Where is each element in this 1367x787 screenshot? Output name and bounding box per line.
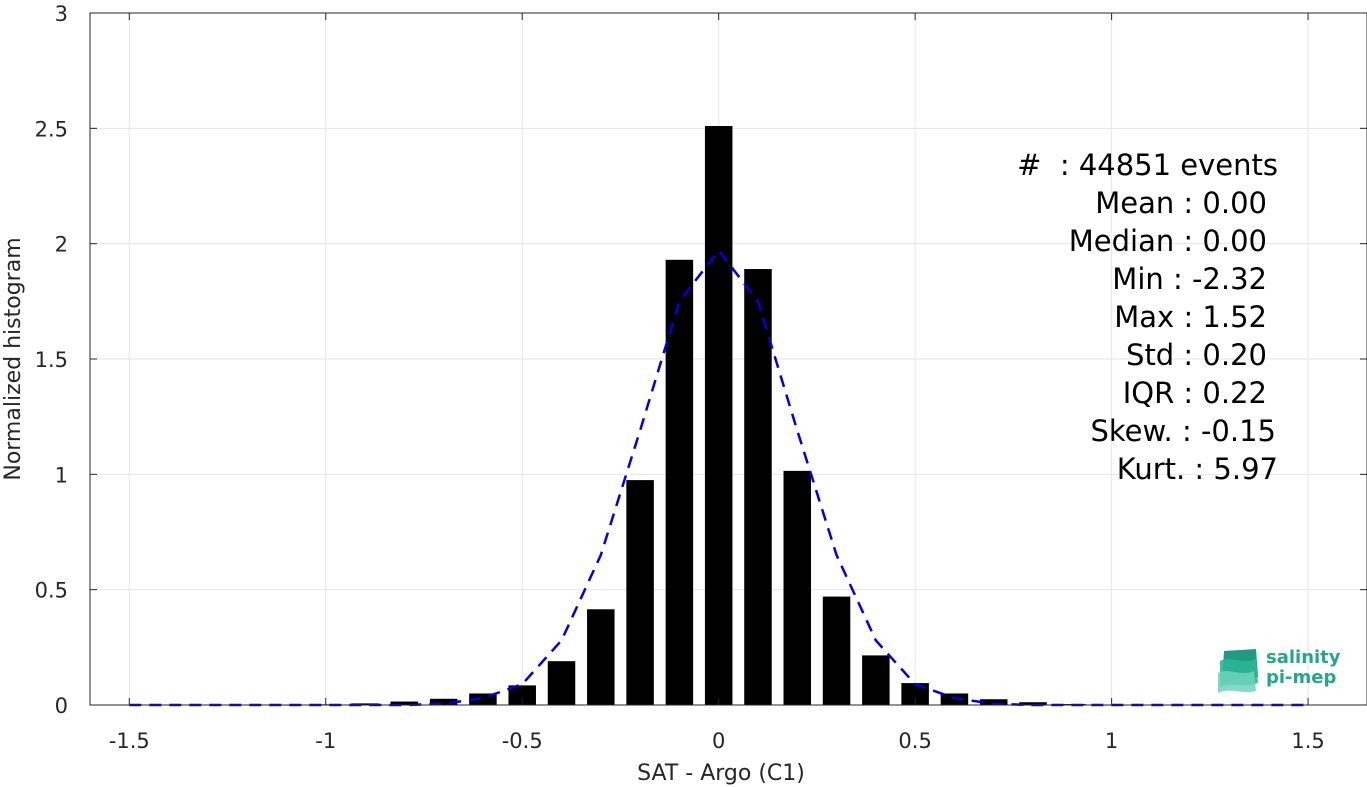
histogram-bar xyxy=(508,685,536,705)
stat-median: Median : 0.00 xyxy=(1068,224,1267,258)
histogram-bar xyxy=(429,698,458,705)
stat-kurt: Kurt. : 5.97 xyxy=(1116,452,1278,486)
x-tick-label: -0.5 xyxy=(502,729,543,753)
x-tick-label: 1 xyxy=(1105,729,1118,753)
x-tick-label: -1.5 xyxy=(109,729,150,753)
stat-skew: Skew. : -0.15 xyxy=(1090,414,1276,448)
y-tick-label: 0.5 xyxy=(35,579,68,603)
histogram-bar xyxy=(744,269,772,705)
x-tick-label: -1 xyxy=(315,729,336,753)
logo-line-2: pi-mep xyxy=(1266,667,1337,688)
logo-line-1: salinity xyxy=(1266,647,1341,668)
stat-min: Min : -2.32 xyxy=(1112,262,1267,296)
histogram-bar xyxy=(704,126,733,705)
salinity-pi-mep-logo: salinity pi-mep xyxy=(1216,647,1346,695)
stat-mean: Mean : 0.00 xyxy=(1095,186,1267,220)
stat-events: # : 44851 events xyxy=(1017,148,1278,182)
histogram-bar xyxy=(547,661,576,705)
histogram-bar xyxy=(587,609,615,705)
y-tick-label: 2.5 xyxy=(35,117,68,141)
bars xyxy=(272,126,1126,706)
stat-std: Std : 0.20 xyxy=(1126,338,1267,372)
y-tick-label: 0 xyxy=(55,694,68,718)
histogram-bar xyxy=(626,480,654,705)
histogram-bar xyxy=(862,655,890,705)
histogram-bar xyxy=(783,470,812,705)
x-axis-ticks: -1.5 -1 -0.5 0 0.5 1 1.5 xyxy=(109,13,1325,753)
x-tick-label: 1.5 xyxy=(1291,729,1324,753)
y-tick-label: 1.5 xyxy=(35,348,68,372)
histogram-bar xyxy=(822,596,851,705)
y-axis-ticks: 0 0.5 1 1.5 2 2.5 3 xyxy=(35,2,1367,718)
histogram-bar xyxy=(979,699,1008,705)
logo-wave-icon xyxy=(1218,649,1258,693)
y-tick-label: 3 xyxy=(55,2,68,26)
x-tick-label: 0 xyxy=(712,729,725,753)
histogram-bar xyxy=(1019,702,1047,705)
logo-text: salinity pi-mep xyxy=(1266,648,1341,688)
histogram-bar xyxy=(901,683,929,705)
x-axis-label: SAT - Argo (C1) xyxy=(637,761,805,786)
histogram-bar xyxy=(351,703,379,705)
x-tick-label: 0.5 xyxy=(898,729,931,753)
histogram-bar xyxy=(665,259,694,705)
stat-max: Max : 1.52 xyxy=(1114,300,1267,334)
histogram-bar xyxy=(390,701,419,705)
statistics-panel: # : 44851 events Mean : 0.00 Median : 0.… xyxy=(900,146,1278,488)
stat-iqr: IQR : 0.22 xyxy=(1122,376,1267,410)
y-tick-label: 2 xyxy=(55,233,68,257)
histogram-bar xyxy=(469,693,497,705)
y-tick-label: 1 xyxy=(55,463,68,487)
y-axis-label: Normalized histogram xyxy=(1,237,26,480)
